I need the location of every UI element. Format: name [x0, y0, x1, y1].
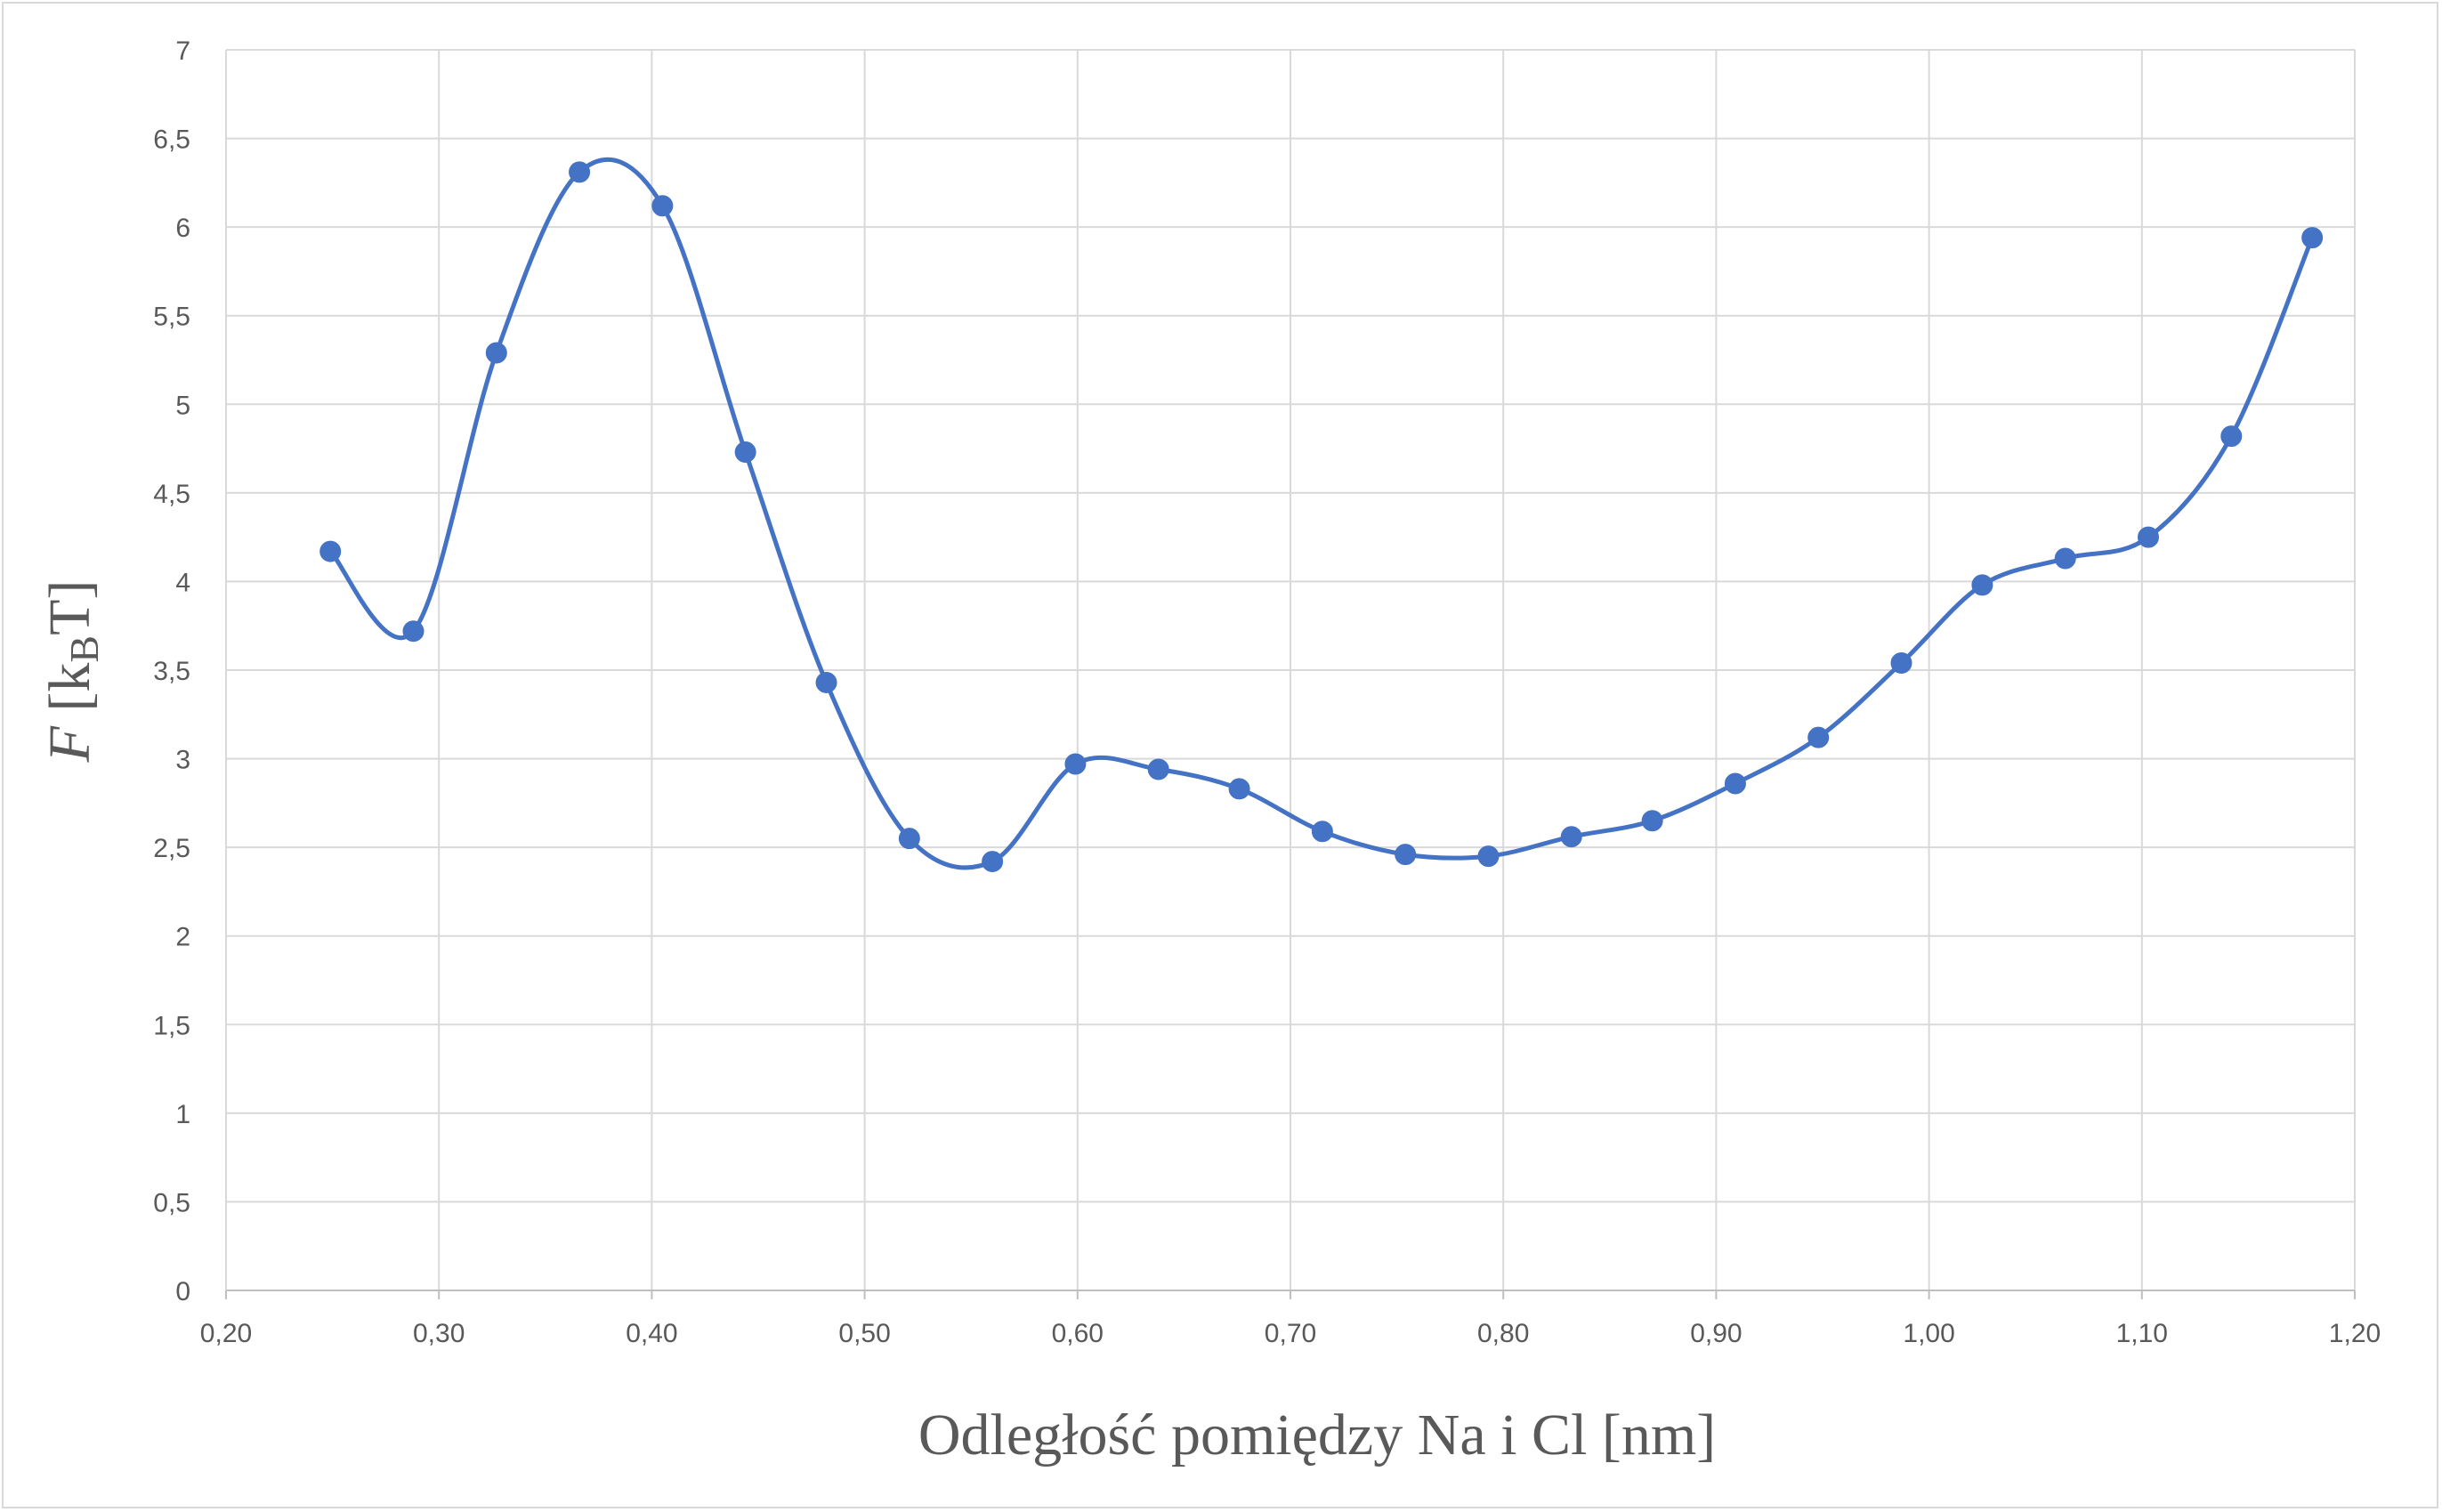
y-tick-label: 5,5 — [153, 303, 190, 332]
x-tick-label: 0,30 — [413, 1319, 465, 1348]
data-point — [485, 342, 507, 364]
y-tick-label: 1,5 — [153, 1011, 190, 1040]
y-tick-label: 5 — [175, 391, 190, 420]
y-tick-label: 3,5 — [153, 657, 190, 686]
x-tick-label: 0,60 — [1052, 1319, 1104, 1348]
x-tick-label: 0,50 — [838, 1319, 890, 1348]
data-point — [569, 161, 591, 183]
x-tick-label: 1,20 — [2329, 1319, 2381, 1348]
data-point — [1890, 652, 1912, 675]
data-point — [898, 828, 920, 850]
y-tick-label: 2,5 — [153, 834, 190, 863]
x-tick-label: 0,20 — [200, 1319, 252, 1348]
series-line — [327, 157, 2315, 870]
x-tick-label: 0,40 — [626, 1319, 677, 1348]
data-points — [319, 161, 2324, 873]
data-point — [1228, 778, 1250, 800]
y-tick-label: 2 — [175, 923, 190, 952]
y-axis-title-subscript: B — [61, 635, 107, 663]
y-tick-label: 3 — [175, 746, 190, 775]
x-axis-title: Odległość pomiędzy Na i Cl [nm] — [918, 1403, 1716, 1468]
y-tick-label: 4,5 — [153, 480, 190, 509]
y-tick-label: 7 — [175, 36, 190, 66]
y-tick-labels: 0 0,5 1 1,5 2 2,5 3 3,5 4 4,5 5 5,5 6 6,5 7 — [153, 36, 190, 1306]
data-point — [1477, 845, 1500, 868]
y-axis-title: F [kBT] — [37, 580, 107, 764]
data-point — [1064, 753, 1087, 775]
x-tick-label: 0,90 — [1690, 1319, 1742, 1348]
data-point — [1971, 574, 1993, 596]
data-point — [1807, 726, 1830, 748]
x-tick-label: 0,70 — [1265, 1319, 1316, 1348]
series — [327, 157, 2315, 870]
data-point — [982, 851, 1004, 873]
y-tick-label: 0,5 — [153, 1188, 190, 1217]
y-tick-label: 1 — [175, 1100, 190, 1129]
grid — [226, 49, 2356, 1290]
axes — [225, 50, 2356, 1299]
data-point — [1311, 821, 1333, 843]
y-axis-title-open: [k — [37, 663, 102, 726]
data-point — [1724, 772, 1746, 795]
y-axis-title-symbol: F — [37, 725, 102, 763]
x-tick-label: 1,10 — [2116, 1319, 2168, 1348]
y-tick-label: 6,5 — [153, 125, 190, 155]
x-tick-label: 0,80 — [1477, 1319, 1529, 1348]
data-point — [1641, 810, 1663, 832]
data-point — [1395, 844, 1417, 866]
data-point — [402, 620, 425, 643]
x-tick-labels: 0,20 0,30 0,40 0,50 0,60 0,70 0,80 0,90 1,00 1,10… — [200, 1319, 2381, 1348]
data-point — [319, 540, 342, 562]
data-point — [2054, 547, 2076, 570]
data-point — [651, 195, 674, 217]
data-point — [1147, 758, 1169, 780]
y-tick-label: 6 — [175, 214, 190, 243]
data-point — [2220, 425, 2243, 448]
y-axis-title-close: T] — [37, 580, 102, 635]
data-point — [815, 671, 837, 693]
y-tick-label: 0 — [175, 1277, 190, 1306]
x-tick-label: 1,00 — [1903, 1319, 1954, 1348]
data-point — [2301, 227, 2324, 249]
data-point — [1560, 826, 1582, 848]
y-tick-label: 4 — [175, 568, 190, 597]
data-point — [2137, 526, 2159, 548]
data-point — [734, 441, 756, 464]
